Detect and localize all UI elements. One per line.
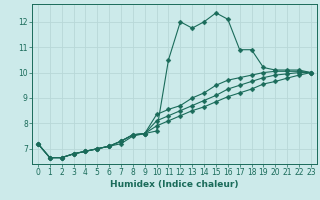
X-axis label: Humidex (Indice chaleur): Humidex (Indice chaleur) (110, 180, 239, 189)
